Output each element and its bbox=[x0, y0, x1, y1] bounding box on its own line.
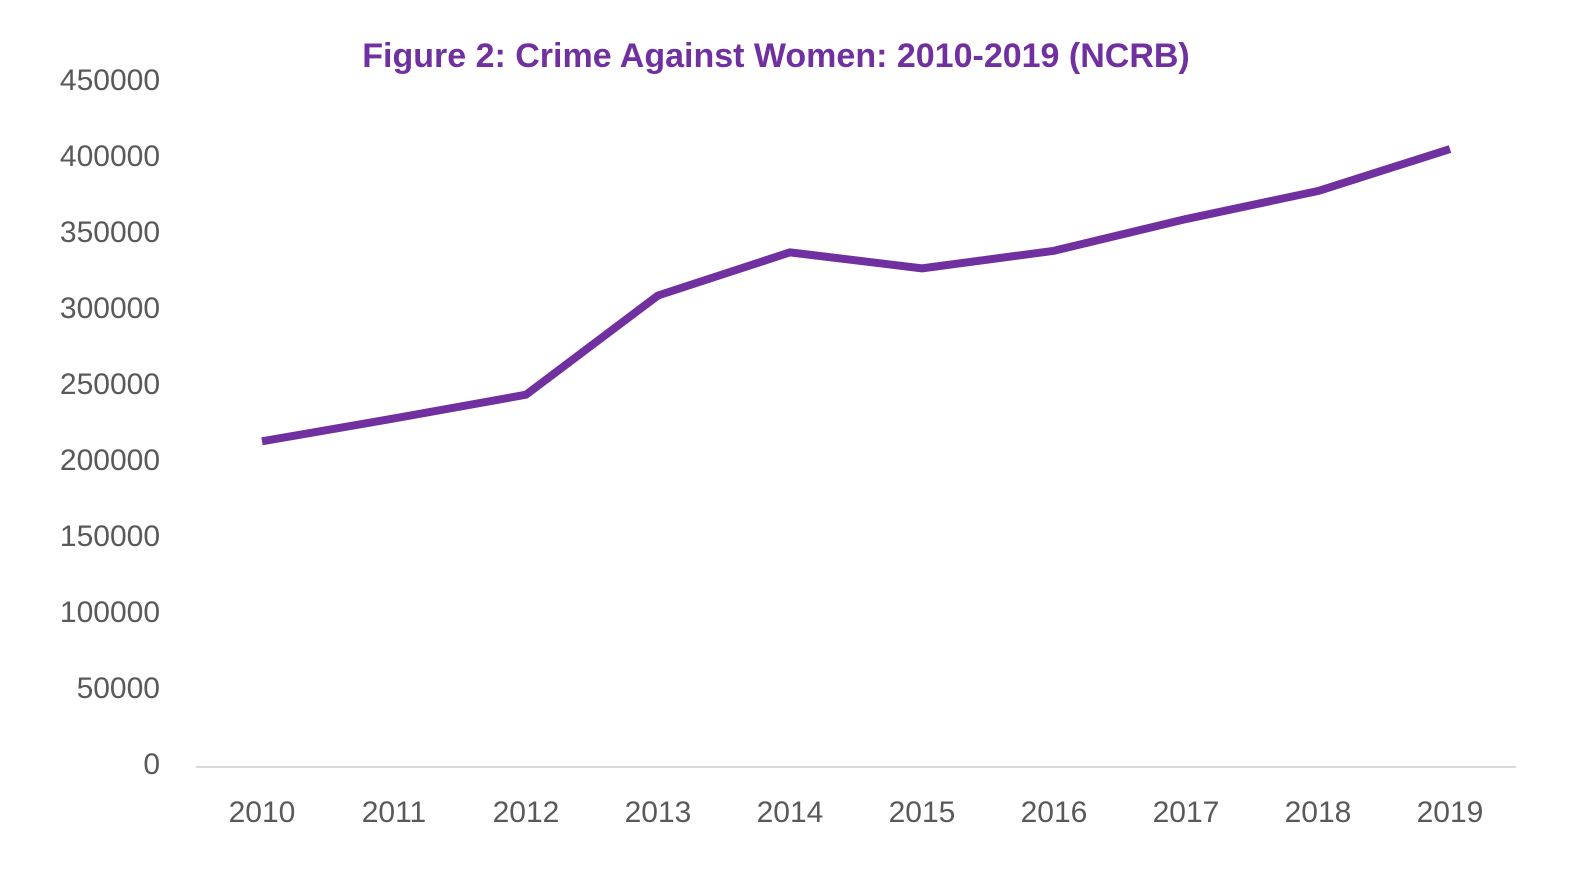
x-tick-label: 2012 bbox=[493, 796, 560, 829]
x-tick-label: 2013 bbox=[625, 796, 692, 829]
x-tick-label: 2018 bbox=[1285, 796, 1352, 829]
x-tick-label: 2016 bbox=[1021, 796, 1088, 829]
y-tick-label: 250000 bbox=[60, 368, 160, 401]
y-tick-label: 0 bbox=[143, 748, 160, 781]
x-tick-label: 2017 bbox=[1153, 796, 1220, 829]
x-tick-label: 2015 bbox=[889, 796, 956, 829]
y-tick-label: 150000 bbox=[60, 520, 160, 553]
x-tick-label: 2019 bbox=[1417, 796, 1484, 829]
y-tick-label: 200000 bbox=[60, 444, 160, 477]
y-tick-label: 450000 bbox=[60, 64, 160, 97]
y-tick-label: 50000 bbox=[77, 672, 160, 705]
y-tick-label: 400000 bbox=[60, 140, 160, 173]
data-line bbox=[261, 145, 1452, 446]
x-tick-label: 2011 bbox=[362, 796, 427, 829]
x-tick-label: 2010 bbox=[229, 796, 296, 829]
x-tick-label: 2014 bbox=[757, 796, 824, 829]
y-tick-label: 350000 bbox=[60, 216, 160, 249]
y-tick-label: 100000 bbox=[60, 596, 160, 629]
chart-title: Figure 2: Crime Against Women: 2010-2019… bbox=[362, 37, 1190, 75]
y-tick-label: 300000 bbox=[60, 292, 160, 325]
